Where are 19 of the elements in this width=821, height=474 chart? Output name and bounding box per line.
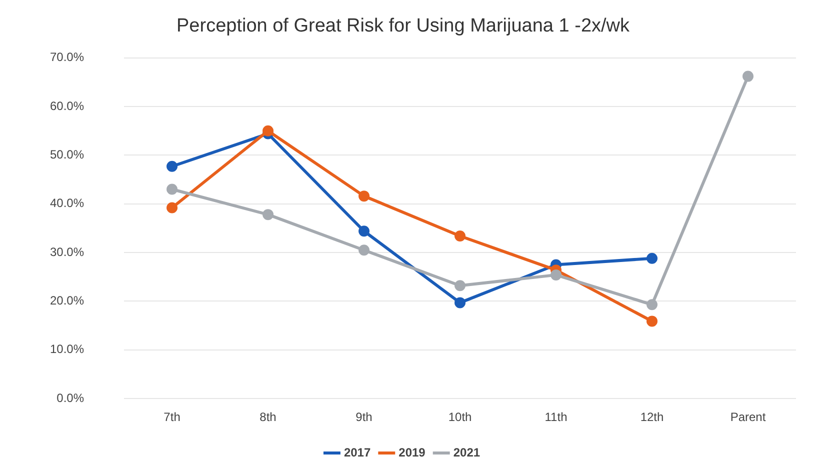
y-tick-label: 30.0% <box>50 244 84 259</box>
y-tick-label: 60.0% <box>50 98 84 113</box>
x-tick-label: Parent <box>730 410 766 424</box>
legend-label: 2021 <box>453 445 480 460</box>
y-tick-label: 0.0% <box>56 390 84 405</box>
x-tick-label: 10th <box>448 410 472 424</box>
x-tick-label: 7th <box>164 410 180 424</box>
x-tick-label: 9th <box>356 410 372 424</box>
legend-label: 2017 <box>344 445 371 460</box>
chart-title: Perception of Great Risk for Using Marijuana 1 -2x/wk <box>176 16 630 37</box>
y-tick-label: 20.0% <box>50 294 84 308</box>
y-tick-label: 10.0% <box>50 342 84 356</box>
y-tick-label: 40.0% <box>50 196 84 210</box>
y-tick-label: 50.0% <box>50 147 84 162</box>
y-tick-label: 70.0% <box>50 50 84 64</box>
legend-label: 2019 <box>398 445 426 460</box>
x-tick-label: 8th <box>260 410 276 424</box>
x-tick-label: 11th <box>544 410 568 424</box>
x-tick-label: 12th <box>640 410 664 424</box>
